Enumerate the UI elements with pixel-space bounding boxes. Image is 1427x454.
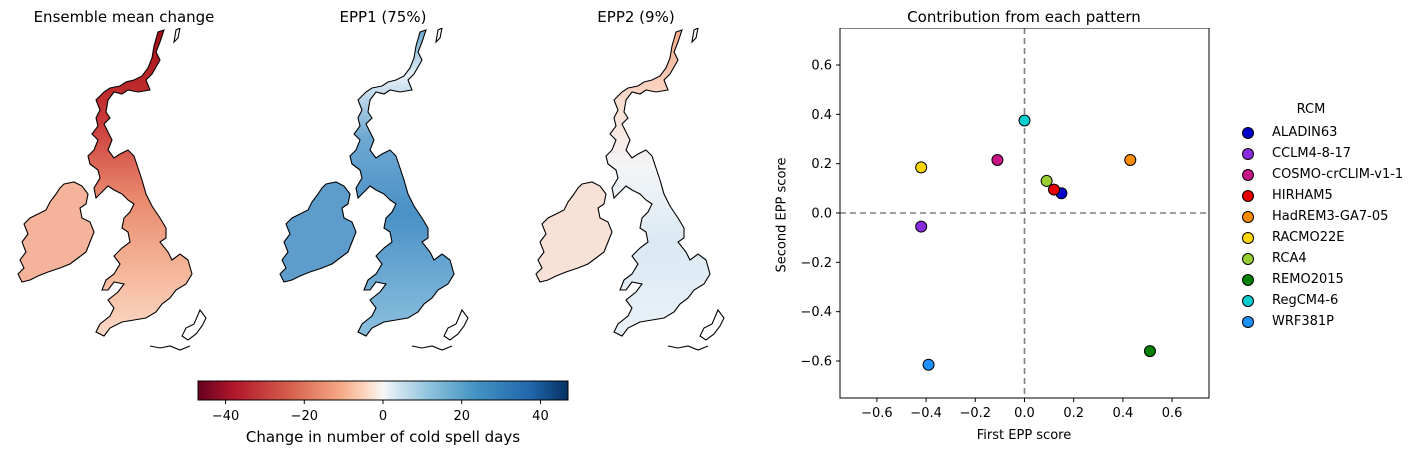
colorbar-gradient (197, 380, 569, 401)
point-remo2015 (1143, 345, 1156, 358)
legend-item: REMO2015 (1236, 269, 1426, 290)
point-hadrem3-ga7-05 (1124, 153, 1137, 166)
coast-fragment (667, 345, 709, 351)
map-title-ensemble: Ensemble mean change (33, 8, 215, 26)
point-rca4 (1040, 174, 1053, 187)
colorbar-tick-label: 20 (453, 409, 470, 424)
legend-marker (1242, 147, 1254, 160)
ireland-outline (17, 181, 95, 283)
legend-marker (1242, 273, 1254, 286)
y-tick-label: −0.2 (800, 256, 832, 271)
map-ensemble-mean-change (17, 28, 207, 351)
legend-label: CCLM4-8-17 (1272, 146, 1352, 161)
point-cosmo-crclim-v1-1 (991, 153, 1004, 166)
great-britain-outline (349, 29, 455, 337)
point-hirham5 (1048, 183, 1061, 196)
plot-frame (839, 28, 1210, 399)
scatter-plot: −0.6 −0.4 −0.2 0.0 0.2 0.4 0.6 −0.6 −0.4 −0.2 0.0 0… (800, 28, 1210, 421)
coast-fragment (411, 345, 453, 351)
colorbar: −40 −20 0 20 40 (197, 380, 569, 424)
legend-item: WRF381P (1236, 311, 1426, 332)
map-title-epp2: EPP2 (9%) (597, 8, 675, 26)
y-tick-label: 0.6 (811, 59, 832, 74)
legend-label: COSMO-crCLIM-v1-1 (1272, 167, 1404, 182)
coast-fragment (443, 308, 469, 341)
y-axis-label: Second EPP score (774, 157, 790, 273)
y-tick-label: −0.6 (800, 355, 832, 370)
x-axis-label: First EPP score (976, 428, 1072, 443)
point-cclm4-8-17 (915, 220, 928, 233)
legend-label: RegCM4-6 (1272, 293, 1339, 308)
legend-label: ALADIN63 (1272, 125, 1338, 140)
x-tick-label: 0.6 (1162, 406, 1183, 421)
great-britain-outline (605, 29, 711, 337)
shetland-outline (173, 28, 181, 44)
legend-marker (1242, 189, 1254, 202)
y-tick-label: −0.4 (800, 305, 832, 320)
map-title-epp1: EPP1 (75%) (339, 8, 427, 26)
colorbar-tick-label: −20 (291, 409, 318, 424)
legend-label: RACMO22E (1272, 230, 1345, 245)
legend-item: CCLM4-8-17 (1236, 143, 1426, 164)
x-tick-label: 0.0 (1014, 406, 1035, 421)
legend-marker (1242, 294, 1254, 307)
legend-marker (1242, 210, 1254, 223)
y-tick-label: 0.2 (811, 157, 832, 172)
shetland-outline (691, 28, 699, 44)
legend-marker (1242, 231, 1254, 244)
legend-marker (1242, 168, 1254, 181)
point-racmo22e (915, 161, 928, 174)
ireland-outline (535, 181, 613, 283)
point-wrf381p (922, 358, 935, 371)
point-regcm4-6 (1018, 114, 1031, 127)
coast-fragment (181, 308, 207, 341)
legend-item: RegCM4-6 (1236, 290, 1426, 311)
great-britain-outline (87, 29, 193, 337)
legend-marker (1242, 252, 1254, 265)
coast-fragment (699, 308, 725, 341)
y-tick-label: 0.4 (811, 108, 832, 123)
legend-label: HIRHAM5 (1272, 188, 1333, 203)
ireland-outline (279, 181, 357, 283)
shetland-outline (435, 28, 443, 44)
chart-title: Contribution from each pattern (907, 8, 1141, 26)
map-epp2 (535, 28, 725, 351)
x-tick-label: −0.2 (960, 406, 992, 421)
x-tick-label: −0.4 (910, 406, 942, 421)
legend-item: COSMO-crCLIM-v1-1 (1236, 164, 1426, 185)
legend-item: RCA4 (1236, 248, 1426, 269)
legend-item: HIRHAM5 (1236, 185, 1426, 206)
legend-label: WRF381P (1272, 314, 1335, 329)
legend-label: RCA4 (1272, 251, 1307, 266)
colorbar-tick-label: 40 (532, 409, 549, 424)
legend: RCM ALADIN63 CCLM4-8-17 COSMO-crCLIM-v1-1 H… (1236, 100, 1426, 332)
coast-fragment (149, 345, 191, 351)
x-tick-label: 0.4 (1113, 406, 1134, 421)
legend-item: HadREM3-GA7-05 (1236, 206, 1426, 227)
colorbar-tick-label: 0 (379, 409, 387, 424)
legend-item: RACMO22E (1236, 227, 1426, 248)
legend-item: ALADIN63 (1236, 122, 1426, 143)
y-tick-label: 0.0 (811, 207, 832, 222)
legend-marker (1242, 315, 1254, 328)
colorbar-label: Change in number of cold spell days (245, 428, 521, 446)
legend-label: REMO2015 (1272, 272, 1344, 287)
x-tick-label: 0.2 (1063, 406, 1084, 421)
colorbar-tick-label: −40 (212, 409, 239, 424)
legend-marker (1242, 126, 1254, 139)
map-epp1 (279, 28, 469, 351)
legend-title: RCM (1296, 102, 1326, 117)
legend-label: HadREM3-GA7-05 (1272, 209, 1389, 224)
x-tick-label: −0.6 (861, 406, 893, 421)
